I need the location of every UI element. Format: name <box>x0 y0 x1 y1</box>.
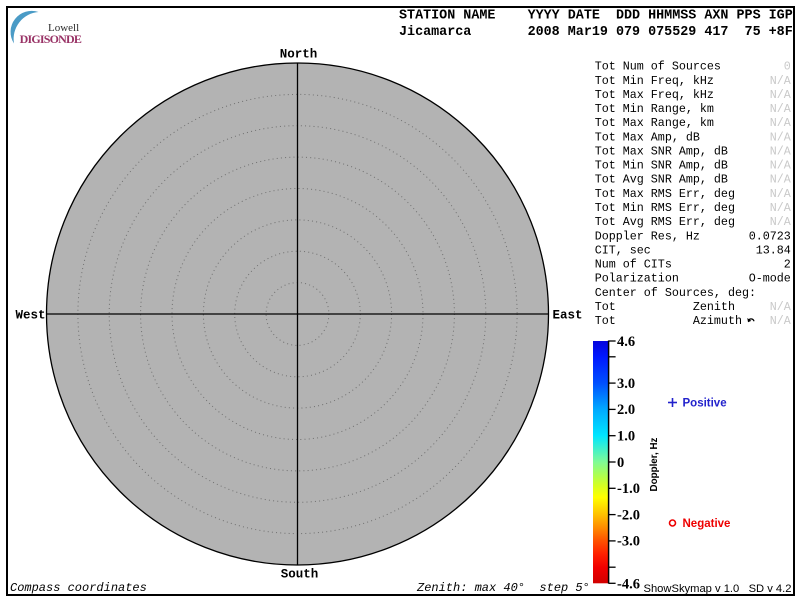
svg-text:East: East <box>553 308 583 322</box>
svg-text:Center of Sources, deg:: Center of Sources, deg: <box>595 286 756 300</box>
svg-text:N/A: N/A <box>770 130 792 144</box>
svg-text:N/A: N/A <box>770 116 792 130</box>
svg-text:Doppler Res, Hz: Doppler Res, Hz <box>595 229 700 243</box>
svg-text:Tot Azimuth: Tot Azimuth <box>595 314 742 328</box>
svg-text:N/A: N/A <box>770 187 792 201</box>
svg-text:2.0: 2.0 <box>617 402 635 418</box>
svg-text:STATION NAME YYYY DATE DDD: STATION NAME YYYY DATE DDD HHMMSS AXN PP… <box>399 9 793 24</box>
svg-text:Lowell: Lowell <box>48 22 79 34</box>
svg-text:N/A: N/A <box>770 173 792 187</box>
svg-text:Doppler, Hz: Doppler, Hz <box>649 437 660 491</box>
svg-text:West: West <box>16 309 46 323</box>
svg-text:N/A: N/A <box>770 88 792 102</box>
svg-text:3.0: 3.0 <box>617 376 635 392</box>
svg-text:DIGISONDE: DIGISONDE <box>20 32 82 46</box>
svg-text:Tot Zenith: Tot Zenith <box>595 300 735 314</box>
svg-text:ShowSkymap v 1.0 SD v 4.2: ShowSkymap v 1.0 SD v 4.2 <box>644 583 792 595</box>
svg-text:Jicamarca 2008 Mar19 079: Jicamarca 2008 Mar19 079 075529 417 75 +… <box>399 25 793 40</box>
svg-text:0: 0 <box>784 60 791 74</box>
svg-text:Tot Min Range, km: Tot Min Range, km <box>595 102 714 116</box>
svg-text:Tot Min SNR Amp, dB: Tot Min SNR Amp, dB <box>595 159 728 173</box>
svg-text:N/A: N/A <box>770 201 792 215</box>
svg-text:-3.0: -3.0 <box>617 534 640 550</box>
svg-text:South: South <box>281 568 319 582</box>
svg-text:N/A: N/A <box>770 314 792 328</box>
svg-text:0: 0 <box>617 455 624 471</box>
svg-text:Tot Max Amp, dB: Tot Max Amp, dB <box>595 130 700 144</box>
svg-text:4.6: 4.6 <box>617 334 635 350</box>
svg-text:Num of CITs: Num of CITs <box>595 258 672 272</box>
svg-text:Tot Max Range, km: Tot Max Range, km <box>595 116 714 130</box>
svg-text:-4.6: -4.6 <box>617 577 640 593</box>
svg-text:Tot Avg RMS Err, deg: Tot Avg RMS Err, deg <box>595 215 735 229</box>
svg-text:13.84: 13.84 <box>756 243 791 257</box>
svg-text:Tot Num of Sources: Tot Num of Sources <box>595 60 721 74</box>
svg-text:Negative: Negative <box>683 518 731 530</box>
svg-text:CIT, sec: CIT, sec <box>595 243 651 257</box>
svg-text:N/A: N/A <box>770 215 792 229</box>
svg-text:N/A: N/A <box>770 102 792 116</box>
svg-text:1.0: 1.0 <box>617 429 635 445</box>
svg-text:N/A: N/A <box>770 159 792 173</box>
svg-text:Tot Max SNR Amp, dB: Tot Max SNR Amp, dB <box>595 145 728 159</box>
svg-text:O-mode: O-mode <box>749 272 791 286</box>
svg-text:Polarization: Polarization <box>595 272 679 286</box>
svg-text:-2.0: -2.0 <box>617 507 640 523</box>
svg-text:0.0723: 0.0723 <box>749 229 791 243</box>
svg-text:Zenith: max 40° step 5°: Zenith: max 40° step 5° <box>416 581 590 595</box>
svg-text:Tot Min Freq, kHz: Tot Min Freq, kHz <box>595 74 714 88</box>
svg-text:N/A: N/A <box>770 300 792 314</box>
svg-text:Compass coordinates: Compass coordinates <box>10 581 147 595</box>
svg-text:North: North <box>280 48 318 62</box>
svg-text:Positive: Positive <box>683 397 727 409</box>
svg-text:N/A: N/A <box>770 145 792 159</box>
svg-text:Tot Max Freq, kHz: Tot Max Freq, kHz <box>595 88 714 102</box>
svg-text:-1.0: -1.0 <box>617 481 640 497</box>
svg-text:Tot Avg SNR Amp, dB: Tot Avg SNR Amp, dB <box>595 173 728 187</box>
svg-text:Tot Max RMS Err, deg: Tot Max RMS Err, deg <box>595 187 735 201</box>
svg-text:Tot Min RMS Err, deg: Tot Min RMS Err, deg <box>595 201 735 215</box>
svg-text:N/A: N/A <box>770 74 792 88</box>
svg-text:2: 2 <box>784 258 791 272</box>
